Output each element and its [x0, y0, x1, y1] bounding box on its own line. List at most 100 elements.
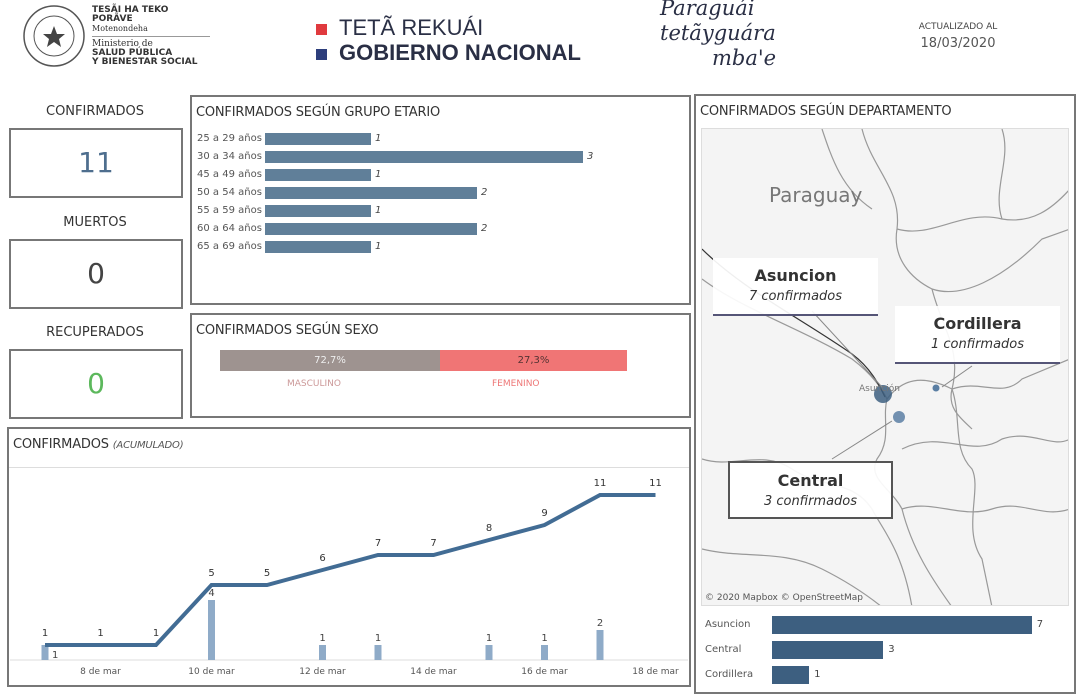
- logo-line: Motenondeha: [92, 24, 148, 33]
- slogan-line: mba'e: [712, 46, 777, 70]
- age-bar[interactable]: [265, 223, 477, 235]
- kpi-recovered-value: 0: [9, 349, 183, 419]
- ministry-logo: TESÃI HA TEKO PORÃVE Motenondeha Ministe…: [22, 4, 222, 70]
- cumulative-label: 6: [319, 553, 325, 564]
- map[interactable]: Paraguay Asunción © 2020 Mapbox © OpenSt…: [701, 128, 1069, 606]
- dept-value: 3: [888, 644, 895, 655]
- age-label: 50 a 54 años: [197, 187, 262, 198]
- daily-bar[interactable]: [41, 645, 49, 660]
- cumulative-label: 5: [208, 568, 214, 579]
- daily-bar[interactable]: [596, 630, 604, 660]
- cumulative-label: 1: [153, 628, 159, 639]
- slogan-line: tetãyguára: [660, 21, 776, 45]
- callout-asuncion: Asuncion 7 confirmados: [713, 258, 878, 316]
- logo-line: Y BIENESTAR SOCIAL: [92, 57, 198, 67]
- x-tick-label: 16 de mar: [521, 667, 568, 675]
- male-percent: 72,7%: [314, 355, 346, 366]
- cumulative-line[interactable]: [45, 493, 656, 647]
- age-group-panel: CONFIRMADOS SEGÚN GRUPO ETARIO: [190, 95, 691, 305]
- daily-bar[interactable]: [208, 600, 215, 660]
- kpi-deaths-label: MUERTOS: [63, 215, 127, 230]
- map-country-label: Paraguay: [769, 183, 863, 207]
- age-value: 2: [481, 223, 488, 234]
- daily-bar[interactable]: [374, 645, 382, 660]
- updated-date: 18/03/2020: [920, 36, 996, 51]
- female-percent: 27,3%: [517, 355, 550, 366]
- male-label: MASCULINO: [287, 379, 341, 389]
- daily-bar-label: 1: [52, 650, 58, 661]
- map-city-label: Asunción: [859, 384, 900, 394]
- age-bar[interactable]: [265, 241, 371, 253]
- timeline-title-wrap: CONFIRMADOS (ACUMULADO): [13, 437, 184, 452]
- logo-line: TESÃI HA TEKO: [92, 5, 169, 15]
- dept-label: Central: [705, 644, 742, 655]
- callout-text: 3 confirmados: [763, 494, 858, 509]
- timeline-subtitle: (ACUMULADO): [112, 440, 184, 451]
- gov-logo-line1: TETÃ REKUÁI: [339, 15, 484, 40]
- sex-bar-female[interactable]: 27,3%: [440, 350, 627, 371]
- national-seal-icon: [23, 5, 85, 67]
- x-tick-label: 10 de mar: [188, 667, 235, 675]
- gov-logo-line2: GOBIERNO NACIONAL: [339, 40, 581, 65]
- callout-cordillera: Cordillera 1 confirmados: [895, 306, 1060, 364]
- age-bar[interactable]: [265, 133, 371, 145]
- kpi-confirmed-label: CONFIRMADOS: [46, 104, 144, 119]
- age-label: 25 a 29 años: [197, 133, 262, 144]
- slogan-line: Paraguái: [660, 0, 755, 20]
- government-logo: TETÃ REKUÁI GOBIERNO NACIONAL: [316, 15, 581, 65]
- age-bar[interactable]: [265, 205, 371, 217]
- age-label: 60 a 64 años: [197, 223, 262, 234]
- cumulative-label: 11: [649, 478, 662, 489]
- age-label: 45 a 49 años: [197, 169, 262, 180]
- daily-bar-label: 1: [375, 633, 381, 644]
- age-label: 65 a 69 años: [197, 241, 262, 252]
- cumulative-label: 1: [97, 628, 103, 639]
- dept-bar[interactable]: [772, 641, 884, 659]
- daily-bar-label: 2: [597, 618, 603, 629]
- age-value: 1: [375, 241, 382, 252]
- dept-bar[interactable]: [772, 666, 810, 684]
- cumulative-label: 11: [594, 478, 607, 489]
- callout-text: 7 confirmados: [748, 289, 843, 304]
- daily-bar-label: 1: [319, 633, 325, 644]
- daily-bar[interactable]: [541, 645, 548, 660]
- cumulative-label: 7: [430, 538, 436, 549]
- callout-name: Cordillera: [933, 314, 1022, 333]
- logo-line: SALUD PÚBLICA: [92, 48, 173, 58]
- cumulative-label: 1: [42, 628, 48, 639]
- kpi-recovered-label: RECUPERADOS: [46, 325, 144, 340]
- x-tick-label: 12 de mar: [299, 667, 346, 675]
- logo-line: Ministerio de: [92, 39, 153, 49]
- female-label: FEMENINO: [492, 379, 540, 389]
- cumulative-label: 8: [486, 523, 492, 534]
- callout-name: Central: [777, 471, 844, 490]
- sex-bar-male[interactable]: 72,7%: [220, 350, 440, 371]
- daily-bar-label: 1: [486, 633, 492, 644]
- logo-line: PORÃVE: [92, 14, 133, 24]
- age-bar[interactable]: [265, 187, 477, 199]
- kpi-confirmed-value: 11: [9, 128, 183, 198]
- daily-bar-label: 1: [541, 633, 547, 644]
- map-attribution[interactable]: © 2020 Mapbox © OpenStreetMap: [705, 593, 863, 603]
- age-label: 55 a 59 años: [197, 205, 262, 216]
- daily-bar[interactable]: [319, 645, 326, 660]
- dept-value: 7: [1036, 619, 1044, 630]
- age-value: 1: [375, 169, 382, 180]
- age-value: 1: [375, 133, 382, 144]
- age-value: 2: [481, 187, 488, 198]
- age-value: 1: [375, 205, 382, 216]
- daily-bar-label: 4: [208, 588, 214, 599]
- age-bar[interactable]: [265, 169, 371, 181]
- age-bar[interactable]: [265, 151, 583, 163]
- red-square-icon: [316, 24, 327, 35]
- dept-bar[interactable]: [772, 616, 1032, 634]
- updated-label: ACTUALIZADO AL: [918, 22, 998, 32]
- age-label: 30 a 34 años: [197, 151, 262, 162]
- callout-name: Asuncion: [754, 266, 837, 285]
- dept-panel-title: CONFIRMADOS SEGÚN DEPARTAMENTO: [700, 104, 952, 119]
- x-tick-label: 14 de mar: [410, 667, 457, 675]
- dept-label: Asuncion: [705, 619, 751, 630]
- cumulative-label: 5: [264, 568, 270, 579]
- daily-bar[interactable]: [485, 645, 493, 660]
